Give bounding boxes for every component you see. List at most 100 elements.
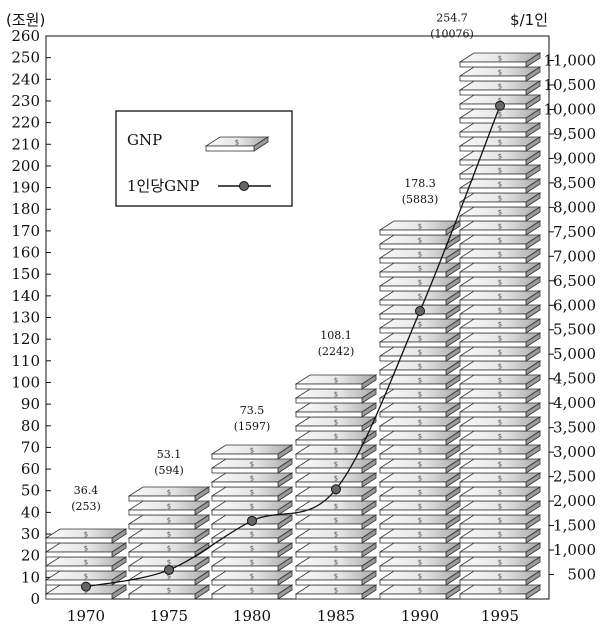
slab-dollar-mark: $: [498, 377, 502, 385]
money-slab: $: [458, 248, 542, 264]
slab-front: [459, 229, 527, 236]
data-label-layer: 36.4 (253) 53.1 (594) 73.5 (1597) 108.1 (2242) 1…: [71, 11, 474, 513]
slab-dollar-mark: $: [334, 433, 338, 441]
per-capita-gnp-point: [164, 564, 174, 575]
money-slab: $: [210, 500, 294, 516]
slab-dollar-mark: $: [498, 475, 502, 483]
money-slab: $: [210, 444, 294, 460]
money-slab: $: [127, 514, 211, 530]
gnp-bar: $ $ $ $ $ $ $ $ $ $ $ $ $ $ $ $ $ $ $ $ $ $ $ $ $ $ $ $ $ $ $ $ $ $ $ $ $ $ $: [458, 52, 542, 600]
slab-front: [295, 425, 363, 432]
slab-dollar-mark: $: [498, 111, 502, 119]
money-slab: $: [458, 290, 542, 306]
money-slab: $: [458, 542, 542, 558]
money-slab: $: [378, 584, 462, 600]
slab-dollar-mark: $: [250, 559, 254, 567]
slab-front: [295, 565, 363, 572]
slab-dollar-mark: $: [334, 531, 338, 539]
legend-gnp-label: GNP: [127, 131, 162, 149]
money-slab: $: [294, 500, 378, 516]
slab-dollar-mark: $: [498, 139, 502, 147]
money-slab: $: [458, 458, 542, 474]
slab-dollar-mark: $: [418, 545, 422, 553]
right-tick-label: 5,000: [553, 345, 596, 363]
per-capita-value-label: (2242): [318, 345, 355, 358]
money-slab: $: [458, 206, 542, 222]
money-slab: $: [127, 500, 211, 516]
money-slab: $: [458, 472, 542, 488]
slab-dollar-mark: $: [498, 321, 502, 329]
legend-percap-label: 1인당GNP: [127, 177, 199, 195]
gnp-value-label: 73.5: [240, 404, 265, 417]
money-slab: $: [294, 416, 378, 432]
slab-dollar-mark: $: [418, 419, 422, 427]
right-tick-label: 10,000: [544, 100, 597, 118]
money-slab: $: [458, 486, 542, 502]
slab-dollar-mark: $: [418, 447, 422, 455]
slab-front: [379, 593, 447, 600]
money-slab: $: [458, 94, 542, 110]
money-slab: $: [458, 122, 542, 138]
slab-front: [295, 523, 363, 530]
slab-dollar-mark: $: [167, 559, 171, 567]
gnp-bar: $$$$$$$$$$$$$$$$$$$$$$$$$$$: [378, 220, 462, 600]
money-slab: $: [378, 444, 462, 460]
money-slab: $: [210, 458, 294, 474]
gnp-value-label: 36.4: [74, 484, 99, 497]
money-slab: $: [378, 388, 462, 404]
x-tick-label: 1970: [67, 607, 105, 625]
slab-dollar-mark: $: [418, 573, 422, 581]
money-slab: $: [210, 556, 294, 572]
slab-dollar-mark: $: [334, 377, 338, 385]
money-slab: $: [378, 374, 462, 390]
slab-dollar-mark: $: [498, 419, 502, 427]
slab-front: [128, 509, 196, 516]
slab-dollar-mark: $: [418, 489, 422, 497]
money-slab: $: [378, 360, 462, 376]
slab-dollar-mark: $: [418, 377, 422, 385]
slab-front: [459, 495, 527, 502]
x-axis-ticks: 1970 1975 1980 1985 1990 1995: [67, 607, 519, 625]
per-capita-value-label: (10076): [430, 27, 474, 40]
money-slab: $: [458, 416, 542, 432]
slab-front: [379, 257, 447, 264]
money-slab: $: [378, 290, 462, 306]
slab-front: [459, 285, 527, 292]
right-tick-label: 7,500: [553, 223, 596, 241]
slab-dollar-mark: $: [334, 419, 338, 427]
slab-front: [295, 495, 363, 502]
slab-front: [128, 579, 196, 586]
slab-front: [459, 481, 527, 488]
right-axis-unit: $/1인: [510, 11, 548, 29]
slab-dollar-mark: $: [418, 293, 422, 301]
money-slab: $: [458, 178, 542, 194]
slab-front: [379, 369, 447, 376]
left-tick-label: 20: [21, 547, 40, 565]
money-slab: $: [378, 472, 462, 488]
x-tick-label: 1990: [401, 607, 439, 625]
money-slab: $: [378, 276, 462, 292]
slab-dollar-mark: $: [334, 447, 338, 455]
slab-front: [45, 565, 113, 572]
left-tick-label: 250: [11, 49, 40, 67]
slab-dollar-mark: $: [418, 475, 422, 483]
slab-front: [295, 537, 363, 544]
slab-dollar-mark: $: [418, 503, 422, 511]
slab-dollar-mark: $: [235, 139, 239, 147]
money-slab: $: [378, 430, 462, 446]
slab-front: [379, 397, 447, 404]
money-slab: $: [210, 486, 294, 502]
slab-dollar-mark: $: [167, 503, 171, 511]
money-slab: $: [378, 332, 462, 348]
slab-front: [211, 579, 279, 586]
money-slab: $: [44, 528, 128, 544]
left-tick-label: 200: [11, 157, 40, 175]
slab-front: [45, 593, 113, 600]
slab-front: [211, 495, 279, 502]
money-slab: $: [378, 262, 462, 278]
money-slab: $: [458, 514, 542, 530]
left-tick-label: 120: [11, 330, 40, 348]
slab-front: [459, 411, 527, 418]
right-tick-label: 9,500: [553, 125, 596, 143]
